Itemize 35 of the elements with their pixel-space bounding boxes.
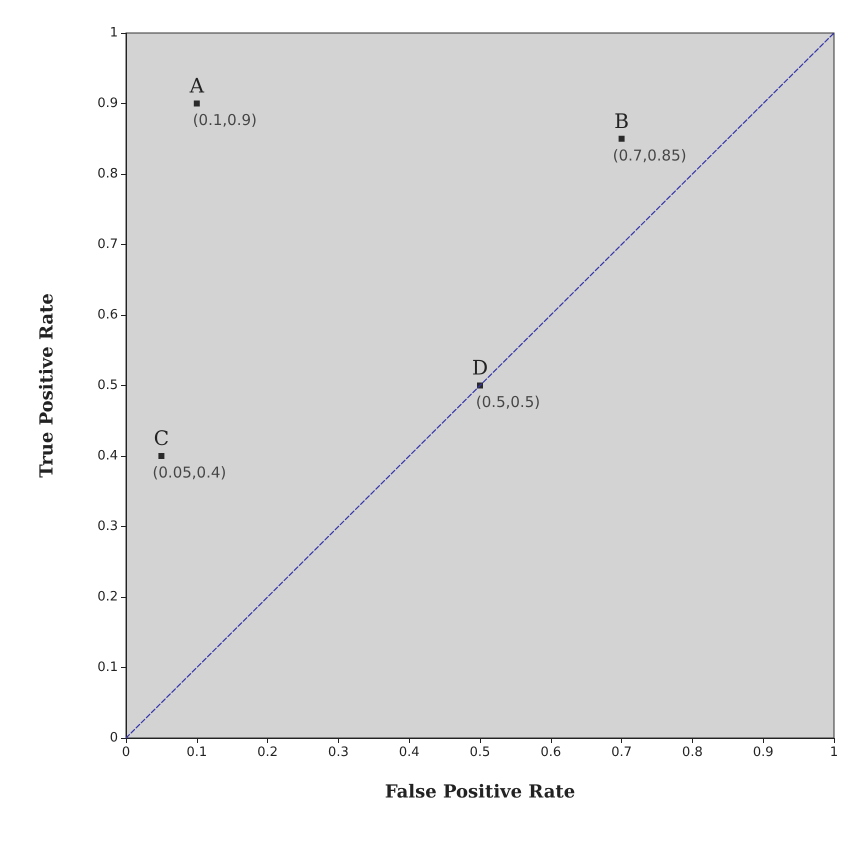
data-label: (0.5,0.5) <box>476 393 540 411</box>
x-tick-label: 0.9 <box>752 745 774 760</box>
y-axis-title: True Positive Rate <box>36 293 58 478</box>
x-tick-label: 0.2 <box>257 745 278 760</box>
y-tick-label: 0.2 <box>97 590 118 604</box>
data-label: (0.05,0.4) <box>152 464 226 482</box>
y-tick-label: 0.5 <box>97 378 118 393</box>
y-tick-label: 0.9 <box>97 96 118 111</box>
annotation: A <box>188 74 205 98</box>
y-tick-label: 0.3 <box>97 519 118 534</box>
point <box>194 100 200 106</box>
annotation: C <box>154 426 170 450</box>
point <box>158 453 164 459</box>
x-tick-label: 0.6 <box>540 745 562 760</box>
annotation: D <box>472 356 488 380</box>
data-label: (0.1,0.9) <box>192 111 257 129</box>
x-tick-label: 0.7 <box>611 745 632 760</box>
x-tick-label: 0.8 <box>682 745 703 760</box>
x-tick-label: 1 <box>830 745 838 760</box>
y-tick-label: 0.7 <box>97 237 118 252</box>
y-tick-label: 0.1 <box>97 660 118 675</box>
data-label: (0.7,0.85) <box>612 146 686 164</box>
x-tick-label: 0.4 <box>398 745 420 760</box>
y-tick-label: 0 <box>110 730 118 746</box>
point <box>618 136 625 142</box>
y-tick-label: 0.6 <box>97 308 118 322</box>
annotation: B <box>614 108 629 133</box>
x-tick-label: 0 <box>122 745 130 760</box>
y-tick-label: 0.8 <box>97 166 118 182</box>
x-axis-title: False Positive Rate <box>384 782 576 802</box>
x-tick-label: 0.5 <box>470 745 490 760</box>
x-tick-label: 0.3 <box>328 745 349 760</box>
y-tick-label: 1 <box>110 26 118 40</box>
x-tick-label: 0.1 <box>186 745 208 760</box>
y-tick-label: 0.4 <box>97 448 118 464</box>
